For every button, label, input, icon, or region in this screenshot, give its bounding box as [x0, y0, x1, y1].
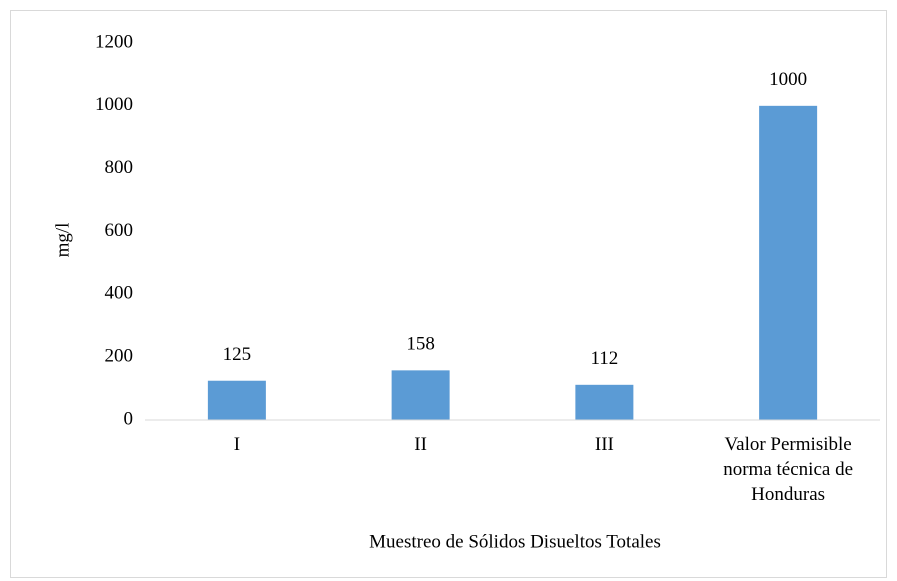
x-tick-label: III	[594, 434, 614, 455]
bar	[207, 380, 266, 420]
chart-frame	[10, 10, 887, 578]
bar	[575, 384, 634, 420]
x-tick-label: II	[414, 434, 427, 455]
data-label: 125	[223, 344, 252, 365]
x-tick-label: I	[233, 434, 241, 455]
y-tick-label: 400	[105, 283, 134, 304]
bar	[759, 105, 818, 420]
x-axis-label: Muestreo de Sólidos Disueltos Totales	[369, 531, 661, 552]
x-tick-label: Valor Permisible norma técnica de Hondur…	[723, 434, 853, 505]
y-axis-label: mg/l	[52, 223, 73, 258]
y-tick-label: 200	[105, 346, 134, 367]
y-tick-label: 1000	[95, 94, 133, 115]
data-label: 112	[590, 348, 618, 369]
y-tick-label: 800	[105, 157, 134, 178]
bar	[391, 370, 450, 420]
y-tick-label: 600	[105, 220, 134, 241]
data-label: 1000	[769, 69, 807, 90]
data-label: 158	[406, 334, 435, 355]
y-tick-label: 0	[124, 408, 134, 429]
y-tick-label: 1200	[95, 31, 133, 52]
